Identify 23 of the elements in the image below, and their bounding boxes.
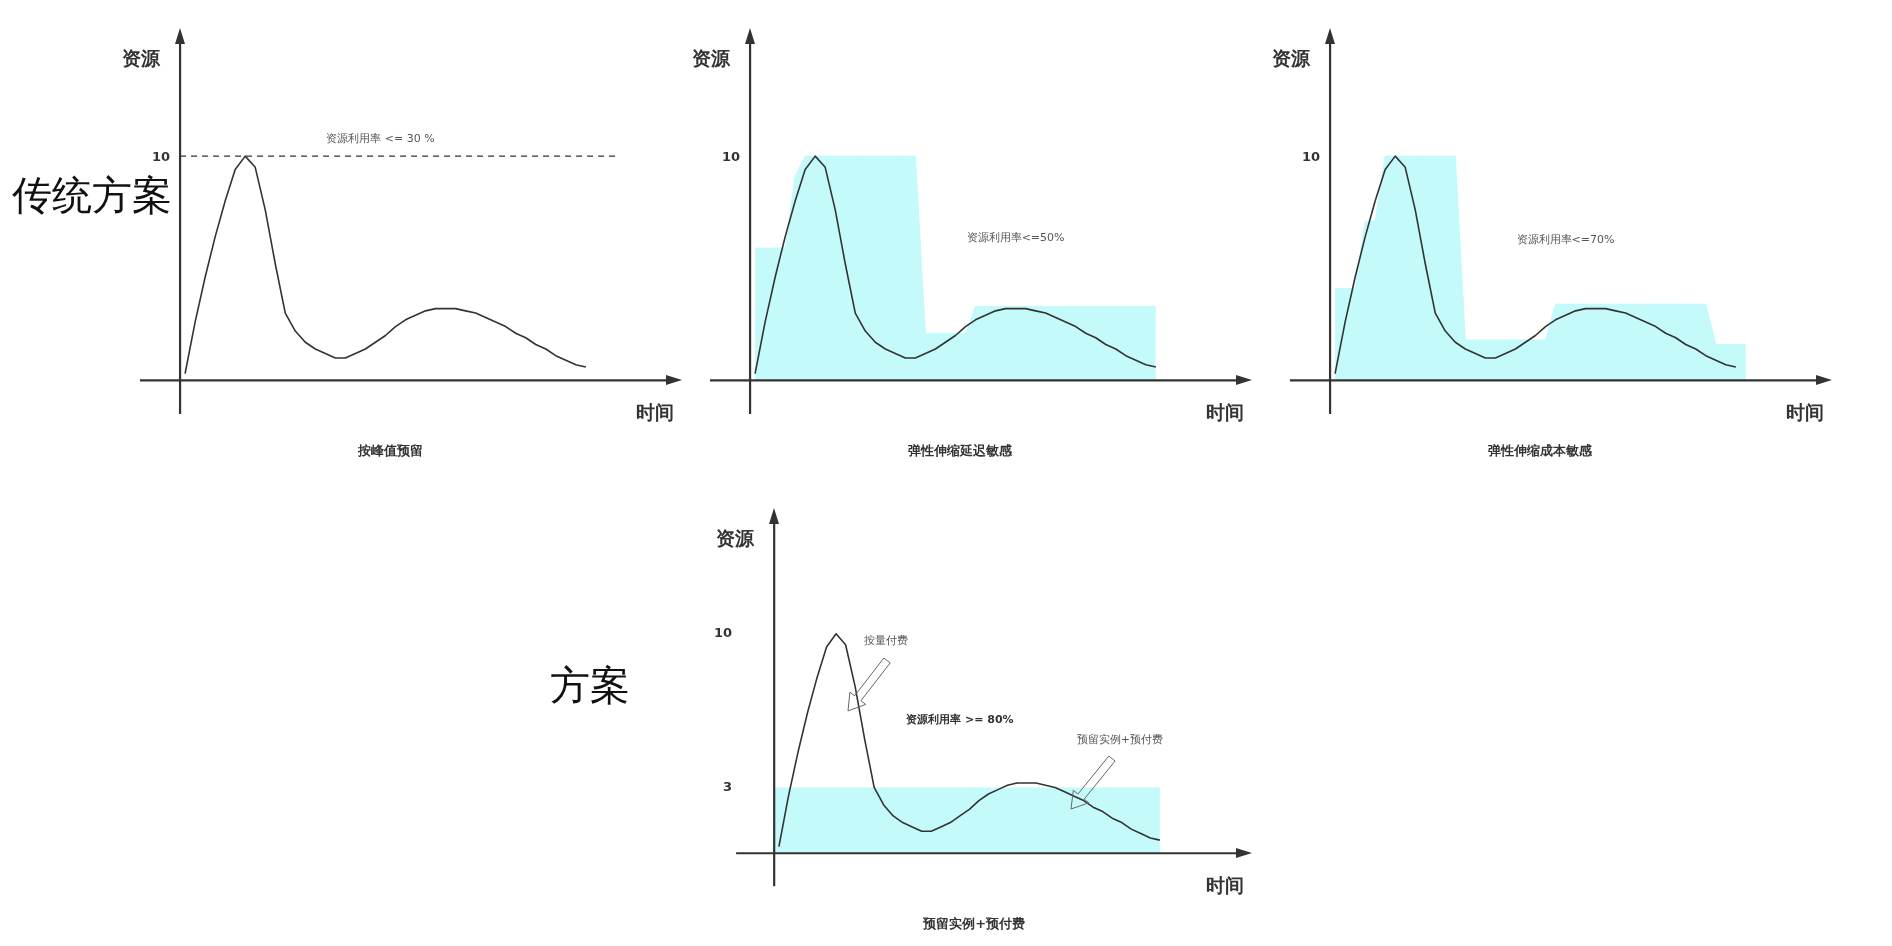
text: 10: [1301, 148, 1321, 164]
x-axis-title: 时间: [1206, 873, 1244, 899]
x-axis-title: 时间: [1206, 400, 1244, 426]
annotation: 按量付费: [863, 632, 908, 648]
annotation: 资源利用率<=70%: [1516, 231, 1615, 247]
y-axis-title: 资源: [122, 46, 161, 71]
text: 传统方案: [12, 171, 172, 220]
text: 预留实例+预付费: [923, 915, 1026, 934]
text: 弹性伸缩成本敏感: [1488, 442, 1593, 461]
y-axis-title: 资源: [716, 526, 755, 551]
text: 方案: [550, 661, 630, 710]
x-axis-title: 时间: [1786, 400, 1824, 426]
y-axis-title: 资源: [692, 46, 731, 71]
y-axis-title: 资源: [1272, 46, 1311, 71]
annotation: 资源利用率<=50%: [966, 229, 1065, 245]
text: 按峰值预留: [357, 442, 423, 461]
y-tick-label: 3: [723, 778, 733, 794]
text: 资源利用率 <= 30 %: [326, 130, 435, 146]
text: 10: [151, 148, 171, 164]
x-axis-title: 时间: [636, 400, 674, 426]
text: 弹性伸缩延迟敏感: [908, 442, 1013, 461]
annotation: 预留实例+预付费: [1076, 731, 1163, 747]
annotation: 资源利用率 >= 80%: [906, 711, 1014, 727]
